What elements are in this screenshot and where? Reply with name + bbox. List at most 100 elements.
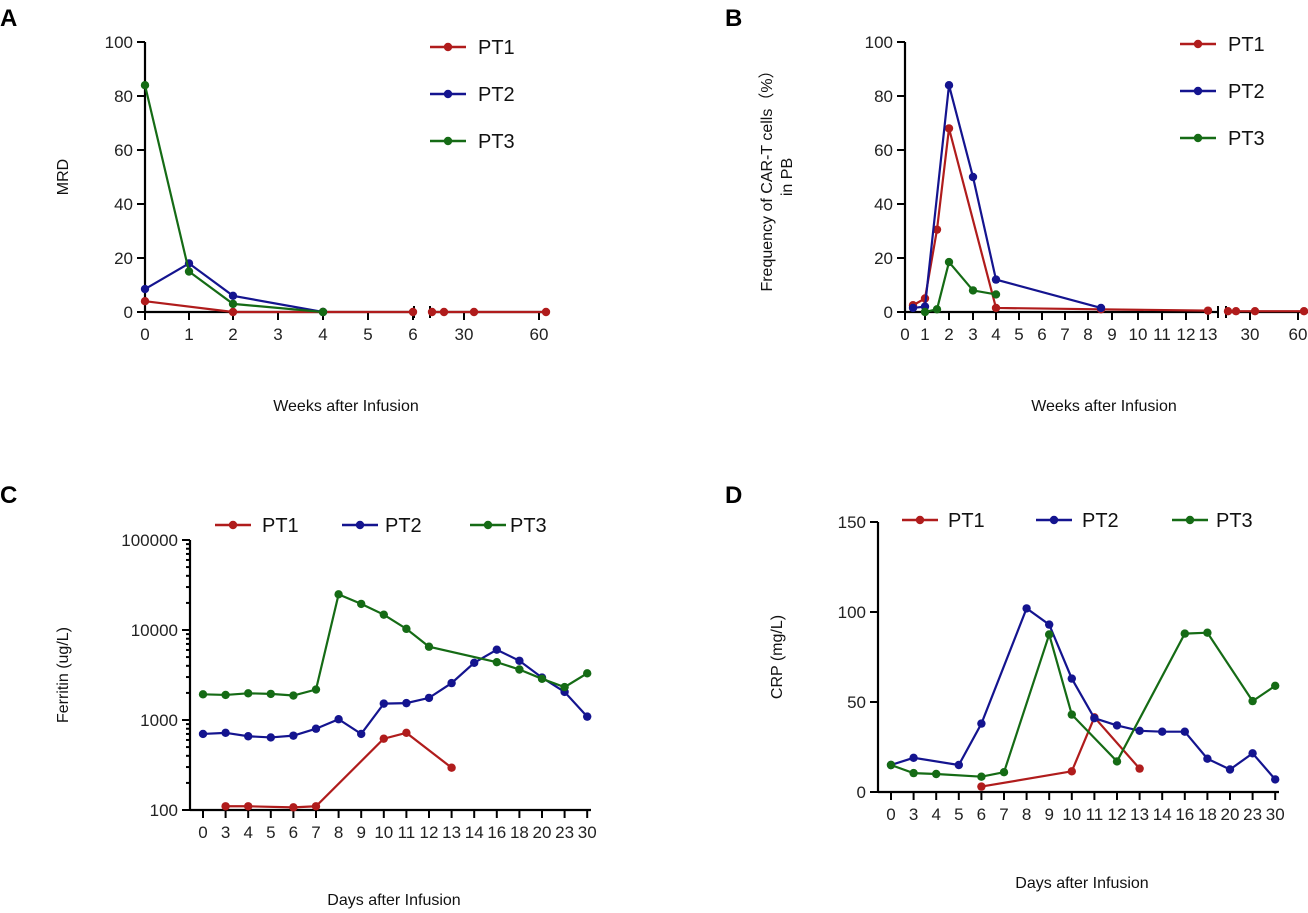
data-point-pt1 xyxy=(541,307,551,317)
y-tick-label: 100 xyxy=(838,603,866,622)
series-line-pt2 xyxy=(144,262,324,314)
x-tick-label: 12 xyxy=(1177,325,1196,344)
panel-letter: B xyxy=(725,5,742,32)
x-tick-label: 14 xyxy=(1153,805,1172,824)
x-tick-label: 6 xyxy=(977,805,986,824)
y-tick-label: 100 xyxy=(865,33,893,52)
x-tick-label: 20 xyxy=(1221,805,1240,824)
x-tick-label: 13 xyxy=(442,823,461,842)
legend-label-pt2: PT2 xyxy=(385,515,422,537)
data-point-pt1 xyxy=(469,307,479,317)
x-tick-label: 30 xyxy=(1241,325,1260,344)
legend-marker-pt1 xyxy=(443,42,453,52)
data-point-pt3 xyxy=(1180,629,1190,638)
y-axis-title: Ferritin (ug/L) xyxy=(55,627,72,723)
data-point-pt2 xyxy=(244,732,253,741)
x-tick-label: 60 xyxy=(1289,325,1308,344)
x-tick-label: 10 xyxy=(1062,805,1081,824)
legend-marker-pt1 xyxy=(1193,39,1203,49)
data-point-pt3 xyxy=(515,665,524,674)
data-point-pt1 xyxy=(244,802,253,811)
data-point-pt1 xyxy=(1231,306,1241,316)
data-point-pt3 xyxy=(184,267,194,276)
data-point-pt2 xyxy=(1158,727,1167,736)
legend-marker-pt2 xyxy=(1193,86,1203,96)
data-point-pt2 xyxy=(991,275,1001,284)
data-point-pt1 xyxy=(379,734,388,743)
legend-marker-pt3 xyxy=(443,136,453,146)
y-axis-title-line: CRP (mg/L) xyxy=(769,615,786,699)
data-point-pt1 xyxy=(1135,764,1144,773)
data-point-pt3 xyxy=(289,691,298,700)
data-point-pt2 xyxy=(492,645,501,654)
x-tick-label: 6 xyxy=(289,823,298,842)
data-point-pt1 xyxy=(439,307,449,317)
x-tick-label: 11 xyxy=(1153,325,1171,344)
x-tick-label: 10 xyxy=(1129,325,1148,344)
x-tick-label: 0 xyxy=(900,325,909,344)
data-point-pt1 xyxy=(427,307,437,317)
x-tick-label: 7 xyxy=(1060,325,1069,344)
data-point-pt1 xyxy=(311,802,321,811)
data-point-pt1 xyxy=(944,124,954,133)
data-point-pt2 xyxy=(221,728,230,738)
x-tick-label: 4 xyxy=(931,805,940,824)
data-point-pt3 xyxy=(318,307,328,317)
data-point-pt1 xyxy=(140,297,150,306)
panel-letter: A xyxy=(0,5,17,32)
x-tick-label: 18 xyxy=(1198,805,1217,824)
data-point-pt2 xyxy=(968,172,978,182)
x-tick-label: 3 xyxy=(221,823,230,842)
data-point-pt2 xyxy=(977,719,986,728)
y-tick-label: 40 xyxy=(874,195,893,214)
x-axis-title: Weeks after Infusion xyxy=(273,398,419,415)
data-point-pt2 xyxy=(1203,754,1212,763)
series-line-pt3 xyxy=(890,630,1276,778)
data-point-pt3 xyxy=(977,772,986,781)
x-tick-label: 1 xyxy=(184,325,193,344)
x-tick-label: 60 xyxy=(530,325,549,344)
panel-letter: D xyxy=(725,482,742,509)
data-point-pt1 xyxy=(977,782,986,791)
data-point-pt1 xyxy=(1203,306,1213,315)
x-tick-label: 5 xyxy=(363,325,372,344)
legend-label-pt3: PT3 xyxy=(1216,510,1253,532)
x-tick-label: 3 xyxy=(273,325,282,344)
legend-label-pt3: PT3 xyxy=(510,515,547,537)
x-tick-label: 12 xyxy=(1108,805,1127,824)
data-point-pt2 xyxy=(357,729,366,739)
data-point-pt3 xyxy=(932,305,942,314)
legend-label-pt3: PT3 xyxy=(478,131,515,153)
data-point-pt1 xyxy=(228,307,238,317)
x-tick-label: 4 xyxy=(991,325,1000,344)
series-line-pt1 xyxy=(912,128,1209,312)
series-line-pt3 xyxy=(143,84,324,314)
legend-marker-pt1 xyxy=(228,520,238,530)
data-point-pt2 xyxy=(447,678,456,688)
y-tick-label: 60 xyxy=(114,141,133,160)
data-point-pt3 xyxy=(402,624,411,634)
x-tick-label: 5 xyxy=(954,805,963,824)
x-tick-label: 5 xyxy=(1014,325,1023,344)
data-point-pt2 xyxy=(228,291,238,300)
data-point-pt2 xyxy=(1096,303,1106,313)
x-tick-label: 16 xyxy=(487,823,506,842)
x-tick-label: 30 xyxy=(455,325,474,344)
y-tick-label: 150 xyxy=(838,513,866,532)
data-point-pt1 xyxy=(1067,767,1077,776)
data-point-pt2 xyxy=(1067,674,1077,683)
x-tick-label: 5 xyxy=(266,823,275,842)
legend-label-pt2: PT2 xyxy=(1228,81,1265,103)
y-tick-label: 0 xyxy=(124,303,133,322)
data-point-pt2 xyxy=(909,753,918,762)
data-point-pt3 xyxy=(357,599,366,609)
x-tick-label: 7 xyxy=(999,805,1008,824)
data-point-pt2 xyxy=(944,81,954,90)
y-tick-label: 1000 xyxy=(140,711,178,730)
data-point-pt2 xyxy=(334,715,343,724)
x-tick-label: 11 xyxy=(398,823,416,842)
data-point-pt3 xyxy=(311,685,321,694)
data-point-pt3 xyxy=(1271,681,1280,690)
